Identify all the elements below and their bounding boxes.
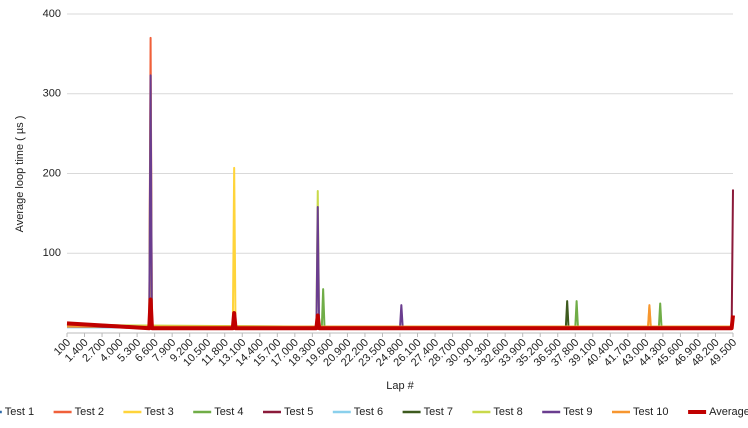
legend-label: Test 10 [633, 406, 668, 418]
series-line [66, 190, 733, 328]
y-tick-label: 300 [43, 88, 61, 100]
legend-label: Test 8 [493, 406, 522, 418]
y-axis-label: Average loop time ( µs ) [14, 116, 26, 233]
y-tick-label: 100 [43, 247, 61, 259]
series-line [66, 92, 733, 328]
legend-label: Test 1 [5, 406, 34, 418]
legend-label: Average [709, 406, 748, 418]
legend-label: Test 7 [424, 406, 453, 418]
series-line [66, 36, 734, 329]
series-line [66, 288, 733, 329]
series-line [66, 74, 733, 329]
y-tick-label: 400 [43, 8, 61, 20]
legend-label: Test 3 [144, 406, 173, 418]
series-line [66, 297, 735, 331]
series-line [66, 189, 734, 329]
legend-label: Test 4 [214, 406, 243, 418]
legend-label: Test 6 [354, 406, 383, 418]
legend-label: Test 2 [75, 406, 104, 418]
legend-label: Test 9 [563, 406, 592, 418]
x-axis-label: Lap # [386, 380, 414, 392]
y-tick-label: 200 [43, 167, 61, 179]
legend-label: Test 5 [284, 406, 313, 418]
